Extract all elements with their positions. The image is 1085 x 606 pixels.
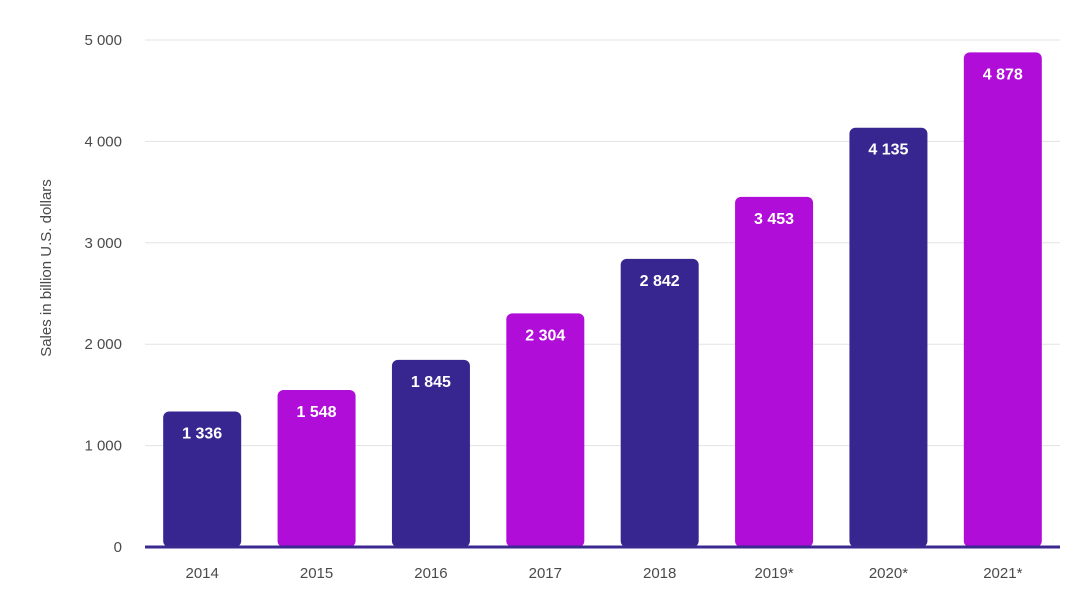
bar-2018 xyxy=(620,258,699,547)
x-tick-label: 2017 xyxy=(529,565,562,582)
bar-value-label: 3 453 xyxy=(754,211,794,228)
y-tick-label: 3 000 xyxy=(84,235,122,252)
bar-2021 xyxy=(963,52,1042,548)
bar-2014 xyxy=(163,411,242,547)
bar-2019 xyxy=(735,196,814,548)
bar-value-label: 1 548 xyxy=(297,404,337,421)
bar-value-label: 1 845 xyxy=(411,374,451,391)
bars: 1 336 1 548 1 845 2 304 2 842 3 453 4 135 4 878 xyxy=(163,52,1042,548)
bar-2015 xyxy=(277,390,356,547)
x-tick-label: 2018 xyxy=(643,565,676,582)
y-axis-tick-labels: 0 1 000 2 000 3 000 4 000 5 000 xyxy=(84,32,122,556)
x-axis-tick-labels: 2014 2015 2016 2017 2018 2019* 2020* 2021* xyxy=(186,565,1023,582)
bar-value-label: 4 878 xyxy=(983,66,1023,83)
bar-value-label: 1 336 xyxy=(182,426,222,443)
x-tick-label: 2016 xyxy=(414,565,447,582)
bar-2016 xyxy=(391,359,470,547)
y-tick-label: 2 000 xyxy=(84,336,122,353)
x-tick-label: 2021* xyxy=(983,565,1022,582)
bar-value-label: 2 304 xyxy=(525,327,565,344)
x-tick-label: 2014 xyxy=(186,565,219,582)
bar-value-label: 2 842 xyxy=(640,273,680,290)
bar-2020 xyxy=(849,127,928,547)
y-tick-label: 5 000 xyxy=(84,32,122,49)
x-tick-label: 2015 xyxy=(300,565,333,582)
y-axis-title: Sales in billion U.S. dollars xyxy=(38,179,55,357)
y-tick-label: 0 xyxy=(114,539,122,556)
y-tick-label: 4 000 xyxy=(84,133,122,150)
y-tick-label: 1 000 xyxy=(84,438,122,455)
x-tick-label: 2019* xyxy=(754,565,793,582)
bar-2017 xyxy=(506,313,585,547)
bar-value-label: 4 135 xyxy=(868,142,908,159)
x-tick-label: 2020* xyxy=(869,565,908,582)
